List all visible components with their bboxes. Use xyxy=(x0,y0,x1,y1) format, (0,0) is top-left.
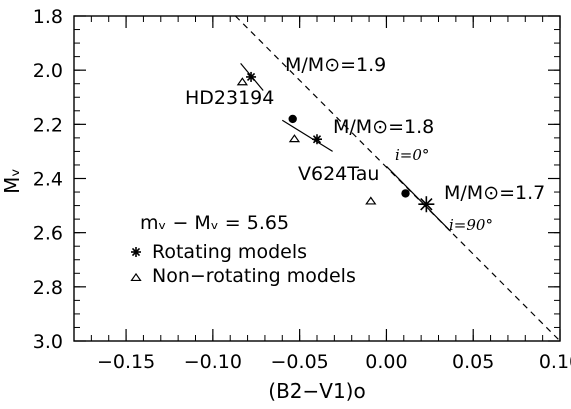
legend-asterisk-glyph xyxy=(131,247,141,257)
y-tick-label: 2.6 xyxy=(33,223,63,245)
star-label-v624tau: V624Tau xyxy=(298,163,379,185)
legend-label-rotating: Rotating models xyxy=(152,241,307,263)
x-tick-label: −0.15 xyxy=(97,351,155,373)
mass-label-1.9: M/M⊙=1.9 xyxy=(285,54,386,76)
y-tick-label: 2.8 xyxy=(33,277,63,299)
y-tick-label: 2.4 xyxy=(33,169,63,191)
non-rotating-model-marker xyxy=(288,134,301,143)
y-tick-labels: 1.8 2.0 2.2 2.4 2.6 2.8 3.0 xyxy=(33,6,63,353)
non-rotating-model-marker xyxy=(365,196,377,205)
rotating-model-marker xyxy=(312,134,322,145)
mass-label-1.7: M/M⊙=1.7 xyxy=(444,182,545,204)
star-label-hd23194: HD23194 xyxy=(185,87,274,109)
distance-modulus-label: mᵥ − Mᵥ = 5.65 xyxy=(140,212,289,234)
inclination-track-1.8 xyxy=(281,119,333,152)
rotating-model-marker xyxy=(418,196,435,213)
inclination-label-90: i=90° xyxy=(449,216,493,234)
y-tick-label: 2.0 xyxy=(33,60,63,82)
y-axis-label: Mᵥ xyxy=(0,168,24,194)
x-tick-label: 0.00 xyxy=(365,351,407,373)
x-tick-label: 0.05 xyxy=(452,351,494,373)
asterisk-stroke xyxy=(312,135,322,144)
y-tick-label: 1.8 xyxy=(33,6,63,28)
legend-asterisk-icon xyxy=(131,247,141,257)
non-rotating-model-marker xyxy=(236,77,249,86)
axis-ticks xyxy=(73,15,561,342)
x-tick-labels: −0.15 −0.10 −0.05 0.00 0.05 0.10 xyxy=(97,351,571,373)
observed-star-marker xyxy=(288,114,297,124)
observed-star-marker xyxy=(401,189,410,198)
asterisk-stroke xyxy=(420,198,433,211)
inclination-label-0: i=0° xyxy=(395,146,429,164)
legend: Rotating models Non−rotating models xyxy=(130,241,356,287)
y-tick-label: 2.2 xyxy=(33,114,63,136)
rotating-model-marker xyxy=(246,71,257,82)
legend-triangle-icon xyxy=(130,272,142,282)
asterisk-stroke xyxy=(131,247,141,257)
legend-label-nonrotating: Non−rotating models xyxy=(152,265,356,287)
x-tick-label: −0.05 xyxy=(271,351,329,373)
mass-label-1.8: M/M⊙=1.8 xyxy=(333,116,434,138)
x-axis-label: (B2−V1)o xyxy=(268,379,365,403)
inclination-track-1.7 xyxy=(386,165,452,232)
data-markers xyxy=(236,71,435,213)
x-tick-label: −0.10 xyxy=(184,351,242,373)
legend-triangle-glyph xyxy=(130,272,142,282)
asterisk-stroke xyxy=(246,72,256,82)
y-tick-label: 3.0 xyxy=(33,331,63,353)
x-tick-label: 0.10 xyxy=(539,351,571,373)
